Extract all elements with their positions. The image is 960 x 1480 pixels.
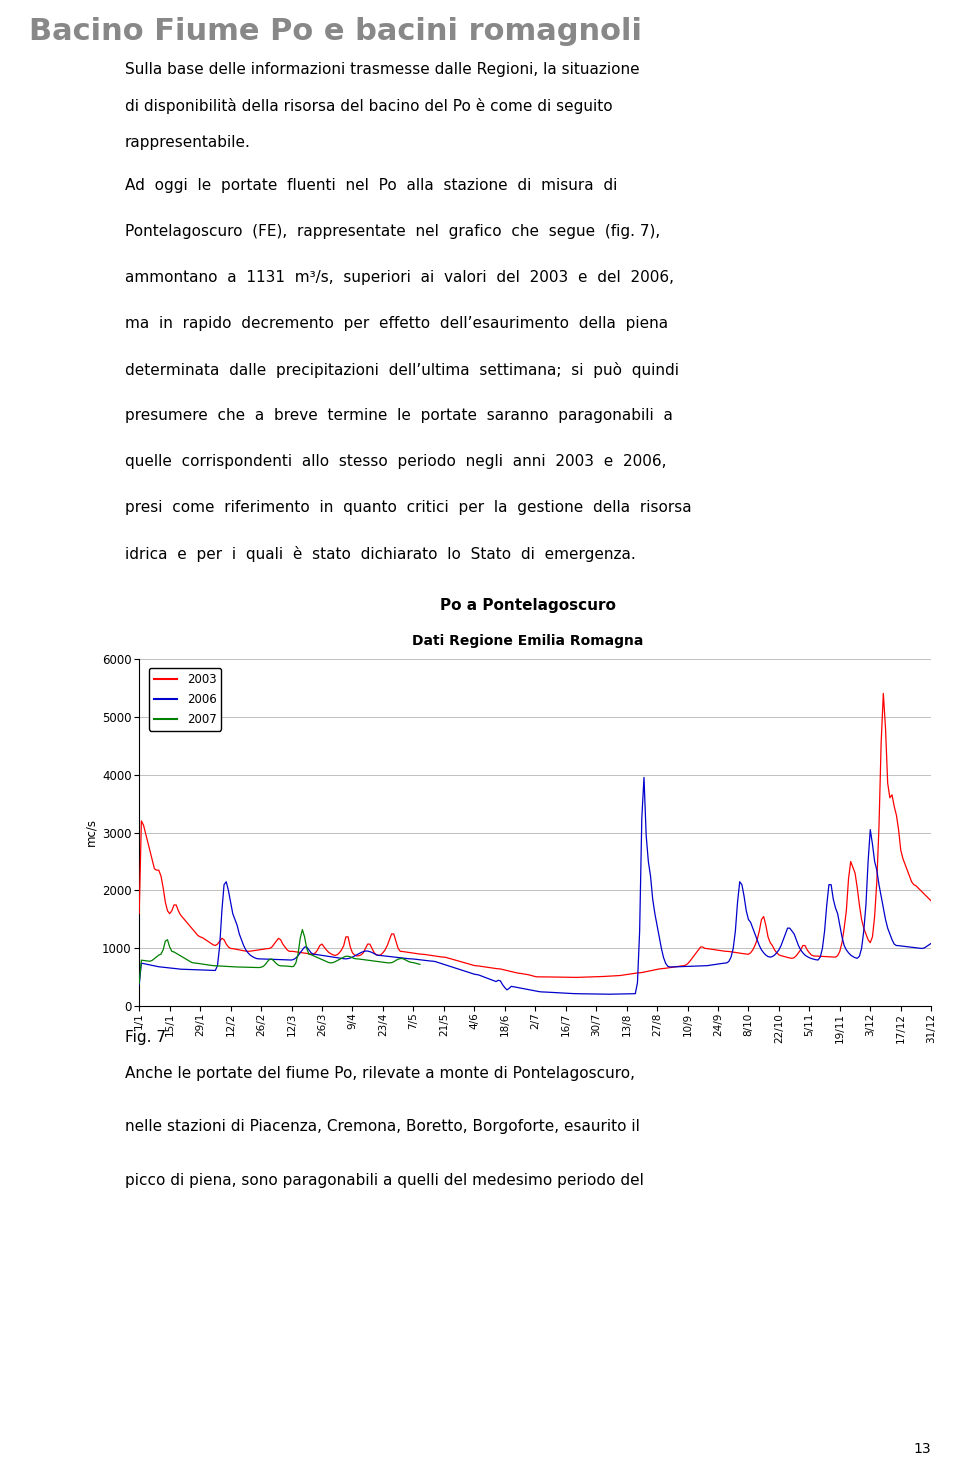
2006 <box>449 959 461 977</box>
2003 <box>893 821 904 839</box>
2006 <box>601 986 612 1003</box>
2006 <box>893 937 904 955</box>
Text: Po a Pontelagoscuro: Po a Pontelagoscuro <box>440 598 616 613</box>
Text: di disponibilità della risorsa del bacino del Po è come di seguito: di disponibilità della risorsa del bacin… <box>125 98 612 114</box>
2007 <box>279 958 291 975</box>
2006 <box>638 768 650 786</box>
Text: Bacino Fiume Po e bacini romagnoli: Bacino Fiume Po e bacini romagnoli <box>29 18 642 46</box>
2003 <box>814 947 826 965</box>
2007 <box>343 947 354 965</box>
Line: 2006: 2006 <box>139 777 931 995</box>
2007 <box>297 921 308 938</box>
Text: Sulla base delle informazioni trasmesse dalle Regioni, la situazione: Sulla base delle informazioni trasmesse … <box>125 62 639 77</box>
2003 <box>449 952 461 969</box>
Line: 2007: 2007 <box>139 929 420 983</box>
Text: Dati Regione Emilia Romagna: Dati Regione Emilia Romagna <box>412 633 644 648</box>
2006 <box>817 940 828 958</box>
Text: ammontano  a  1131  m³/s,  superiori  ai  valori  del  2003  e  del  2006,: ammontano a 1131 m³/s, superiori ai valo… <box>125 269 674 284</box>
Text: idrica  e  per  i  quali  è  stato  dichiarato  lo  Stato  di  emergenza.: idrica e per i quali è stato dichiarato … <box>125 546 636 561</box>
Text: quelle  corrispondenti  allo  stesso  periodo  negli  anni  2003  e  2006,: quelle corrispondenti allo stesso period… <box>125 453 666 469</box>
2006 <box>351 946 363 963</box>
2007 <box>355 950 367 968</box>
Text: 13: 13 <box>914 1442 931 1456</box>
2007 <box>321 953 332 971</box>
2003 <box>925 892 937 910</box>
2003 <box>453 952 465 969</box>
Text: ma  in  rapido  decremento  per  effetto  dell’esaurimento  della  piena: ma in rapido decremento per effetto dell… <box>125 315 668 330</box>
2006 <box>133 975 145 993</box>
2006 <box>453 961 465 978</box>
2007 <box>253 959 265 977</box>
2006 <box>301 938 313 956</box>
Text: nelle stazioni di Piacenza, Cremona, Boretto, Borgoforte, esaurito il: nelle stazioni di Piacenza, Cremona, Bor… <box>125 1119 639 1134</box>
2003 <box>351 947 363 965</box>
2003 <box>877 684 889 703</box>
2006 <box>925 934 937 952</box>
Text: Fig. 7: Fig. 7 <box>125 1030 166 1045</box>
2007 <box>133 974 145 992</box>
2007 <box>414 956 425 974</box>
Text: determinata  dalle  precipitazioni  dell’ultima  settimana;  si  può  quindi: determinata dalle precipitazioni dell’ul… <box>125 361 679 377</box>
Text: picco di piena, sono paragonabili a quelli del medesimo periodo del: picco di piena, sono paragonabili a quel… <box>125 1172 643 1188</box>
Text: presi  come  riferimento  in  quanto  critici  per  la  gestione  della  risorsa: presi come riferimento in quanto critici… <box>125 500 691 515</box>
Line: 2003: 2003 <box>139 693 931 977</box>
2003 <box>133 904 145 922</box>
Text: Pontelagoscuro  (FE),  rappresentate  nel  grafico  che  segue  (fig. 7),: Pontelagoscuro (FE), rappresentate nel g… <box>125 223 660 238</box>
Legend: 2003, 2006, 2007: 2003, 2006, 2007 <box>149 667 222 731</box>
2003 <box>568 968 580 986</box>
Y-axis label: mc/s: mc/s <box>84 818 98 847</box>
Text: rappresentabile.: rappresentabile. <box>125 135 251 149</box>
Text: presumere  che  a  breve  termine  le  portate  saranno  paragonabili  a: presumere che a breve termine le portate… <box>125 407 673 423</box>
Text: Anche le portate del fiume Po, rilevate a monte di Pontelagoscuro,: Anche le portate del fiume Po, rilevate … <box>125 1066 635 1080</box>
2003 <box>301 944 313 962</box>
2007 <box>209 958 221 975</box>
Text: Ad  oggi  le  portate  fluenti  nel  Po  alla  stazione  di  misura  di: Ad oggi le portate fluenti nel Po alla s… <box>125 178 617 192</box>
